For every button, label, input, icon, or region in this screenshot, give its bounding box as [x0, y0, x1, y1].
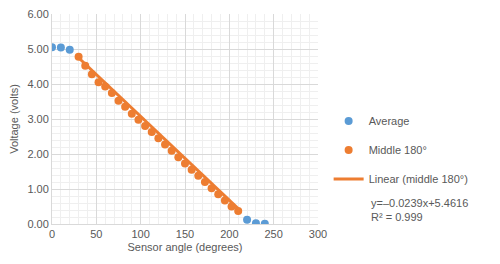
- svg-text:0.00: 0.00: [27, 218, 48, 230]
- svg-text:5.00: 5.00: [27, 43, 48, 55]
- svg-text:Linear (middle 180°): Linear (middle 180°): [369, 173, 468, 185]
- svg-text:0: 0: [49, 228, 55, 240]
- svg-text:Middle 180°: Middle 180°: [369, 144, 427, 156]
- svg-text:Sensor angle (degrees): Sensor angle (degrees): [128, 241, 243, 253]
- svg-text:150: 150: [176, 228, 194, 240]
- svg-text:50: 50: [90, 228, 102, 240]
- svg-text:6.00: 6.00: [27, 8, 48, 20]
- svg-text:2.00: 2.00: [27, 148, 48, 160]
- svg-text:y=–0.0239x+5.4616: y=–0.0239x+5.4616: [371, 197, 468, 209]
- svg-text:4.00: 4.00: [27, 78, 48, 90]
- svg-text:100: 100: [131, 228, 149, 240]
- svg-text:Average: Average: [369, 115, 410, 127]
- svg-text:200: 200: [220, 228, 238, 240]
- svg-text:300: 300: [309, 228, 327, 240]
- svg-text:R² = 0.999: R² = 0.999: [371, 211, 423, 223]
- svg-text:250: 250: [264, 228, 282, 240]
- svg-text:1.00: 1.00: [27, 183, 48, 195]
- svg-text:Voltage (volts): Voltage (volts): [8, 84, 20, 154]
- svg-text:3.00: 3.00: [27, 113, 48, 125]
